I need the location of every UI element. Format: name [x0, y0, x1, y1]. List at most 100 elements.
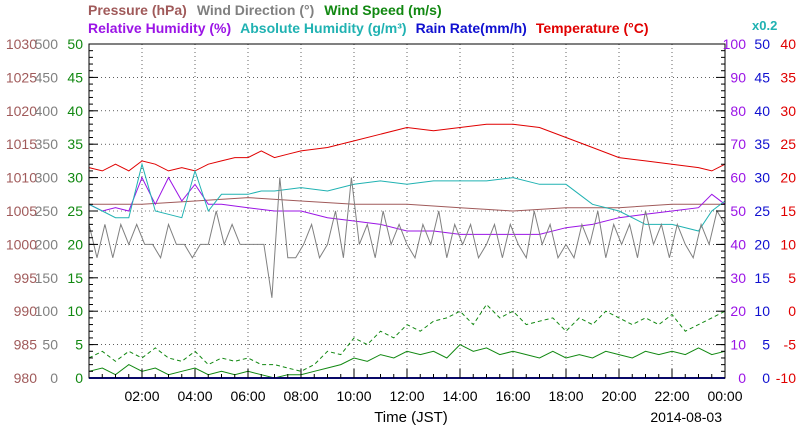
- y-tick-label-wind-direction: 250: [35, 203, 59, 219]
- series-line-wind-speed-gust-m-s-: [88, 303, 726, 372]
- y-tick-label-pressure: 980: [14, 370, 38, 386]
- y-tick-label-wind-direction: 100: [35, 303, 59, 319]
- chart-date: 2014-08-03: [650, 409, 722, 425]
- header-row2-label-0: Relative Humidity (%): [88, 20, 231, 36]
- y-tick-label-rain-rate: 5: [762, 337, 770, 353]
- gridlines: [89, 43, 725, 379]
- y-tick-label-rain-rate: 40: [754, 103, 770, 119]
- plot-area: [88, 123, 726, 379]
- y-tick-label-temperature: 40: [780, 36, 796, 52]
- y-tick-label-wind-direction: 400: [35, 103, 59, 119]
- axes: 1030102510201015101010051000995990985980…: [6, 36, 796, 404]
- y-tick-label-wind-speed: 10: [67, 303, 83, 319]
- y-tick-label-temperature: -10: [776, 370, 796, 386]
- y-tick-label-temperature: 0: [788, 303, 796, 319]
- y-tick-label-wind-direction: 50: [42, 337, 58, 353]
- series-line-absolute-humidity-g-m-: [88, 162, 726, 232]
- y-tick-label-wind-speed: 35: [67, 136, 83, 152]
- x-tick-label: 06:00: [230, 388, 265, 404]
- header-row1-label-1: Wind Direction (°): [197, 2, 314, 18]
- x-tick-label: 18:00: [548, 388, 583, 404]
- y-tick-label-wind-direction: 200: [35, 236, 59, 252]
- y-tick-label-relative-humidity: 50: [730, 203, 746, 219]
- x-tick-label: 08:00: [283, 388, 318, 404]
- header-row2-label-1: Absolute Humidity (g/m³): [240, 20, 406, 36]
- y-tick-label-relative-humidity: 70: [730, 136, 746, 152]
- y-tick-label-pressure: 1000: [6, 236, 37, 252]
- y-tick-label-pressure: 1010: [6, 170, 37, 186]
- y-tick-label-wind-direction: 500: [35, 36, 59, 52]
- y-tick-label-temperature: 5: [788, 270, 796, 286]
- y-tick-label-relative-humidity: 20: [730, 303, 746, 319]
- y-tick-label-temperature: 30: [780, 103, 796, 119]
- y-tick-label-pressure: 1015: [6, 136, 37, 152]
- y-tick-label-rain-rate: 50: [754, 36, 770, 52]
- x-tick-label: 16:00: [495, 388, 530, 404]
- y-tick-label-pressure: 985: [14, 337, 38, 353]
- y-tick-label-wind-speed: 45: [67, 69, 83, 85]
- y-tick-label-relative-humidity: 0: [738, 370, 746, 386]
- x-tick-label: 02:00: [124, 388, 159, 404]
- x-tick-label: 12:00: [389, 388, 424, 404]
- y-tick-label-relative-humidity: 40: [730, 236, 746, 252]
- y-tick-label-wind-speed: 20: [67, 236, 83, 252]
- y-tick-label-wind-direction: 150: [35, 270, 59, 286]
- y-tick-label-wind-speed: 5: [75, 337, 83, 353]
- y-tick-label-pressure: 1005: [6, 203, 37, 219]
- series-line-pressure-hpa-: [89, 197, 725, 212]
- y-tick-label-rain-rate: 25: [754, 203, 770, 219]
- y-tick-label-pressure: 1025: [6, 69, 37, 85]
- series-line-relative-humidity-: [88, 176, 726, 235]
- y-tick-label-relative-humidity: 30: [730, 270, 746, 286]
- series-line-temperature-c-: [88, 123, 726, 172]
- y-tick-label-temperature: 15: [780, 203, 796, 219]
- header-row2-label-3: Temperature (°C): [536, 20, 649, 36]
- y-tick-label-relative-humidity: 60: [730, 170, 746, 186]
- x02-multiplier-label: x0.2: [752, 18, 777, 33]
- y-tick-label-pressure: 1030: [6, 36, 37, 52]
- y-tick-label-temperature: 10: [780, 236, 796, 252]
- chart-header: Pressure (hPa) Wind Direction (°) Wind Spe…: [88, 2, 777, 36]
- y-tick-label-relative-humidity: 80: [730, 103, 746, 119]
- y-tick-label-relative-humidity: 90: [730, 69, 746, 85]
- y-tick-label-wind-direction: 300: [35, 170, 59, 186]
- series-line-wind-direction-: [88, 177, 726, 298]
- x-tick-label: 00:00: [707, 388, 742, 404]
- y-tick-label-temperature: 20: [780, 170, 796, 186]
- x-tick-label: 22:00: [654, 388, 689, 404]
- y-tick-label-rain-rate: 10: [754, 303, 770, 319]
- y-tick-label-wind-speed: 15: [67, 270, 83, 286]
- y-tick-label-relative-humidity: 10: [730, 337, 746, 353]
- x-tick-label: 20:00: [601, 388, 636, 404]
- y-tick-label-temperature: 35: [780, 69, 796, 85]
- y-tick-label-pressure: 995: [14, 270, 38, 286]
- header-row2-label-2: Rain Rate(mm/h): [416, 20, 527, 36]
- series-line-wind-speed-m-s-: [88, 343, 726, 379]
- y-tick-label-rain-rate: 35: [754, 136, 770, 152]
- y-tick-label-pressure: 990: [14, 303, 38, 319]
- header-row1-label-0: Pressure (hPa): [88, 2, 187, 18]
- x-tick-label: 10:00: [336, 388, 371, 404]
- y-tick-label-rain-rate: 30: [754, 170, 770, 186]
- y-tick-label-wind-direction: 0: [50, 370, 58, 386]
- y-tick-label-wind-direction: 350: [35, 136, 59, 152]
- y-tick-label-relative-humidity: 100: [723, 36, 747, 52]
- y-tick-label-rain-rate: 45: [754, 69, 770, 85]
- y-tick-label-rain-rate: 0: [762, 370, 770, 386]
- y-tick-label-wind-speed: 25: [67, 203, 83, 219]
- y-tick-label-temperature: -5: [784, 337, 797, 353]
- y-tick-label-wind-speed: 40: [67, 103, 83, 119]
- y-tick-label-rain-rate: 15: [754, 270, 770, 286]
- y-tick-label-wind-speed: 50: [67, 36, 83, 52]
- x-tick-label: 14:00: [442, 388, 477, 404]
- x-tick-label: 04:00: [177, 388, 212, 404]
- y-tick-label-pressure: 1020: [6, 103, 37, 119]
- header-row1-label-2: Wind Speed (m/s): [324, 2, 441, 18]
- y-tick-label-wind-speed: 30: [67, 170, 83, 186]
- x-axis-label: Time (JST): [374, 409, 448, 426]
- y-tick-label-wind-speed: 0: [75, 370, 83, 386]
- y-tick-label-wind-direction: 450: [35, 69, 59, 85]
- y-tick-label-temperature: 25: [780, 136, 796, 152]
